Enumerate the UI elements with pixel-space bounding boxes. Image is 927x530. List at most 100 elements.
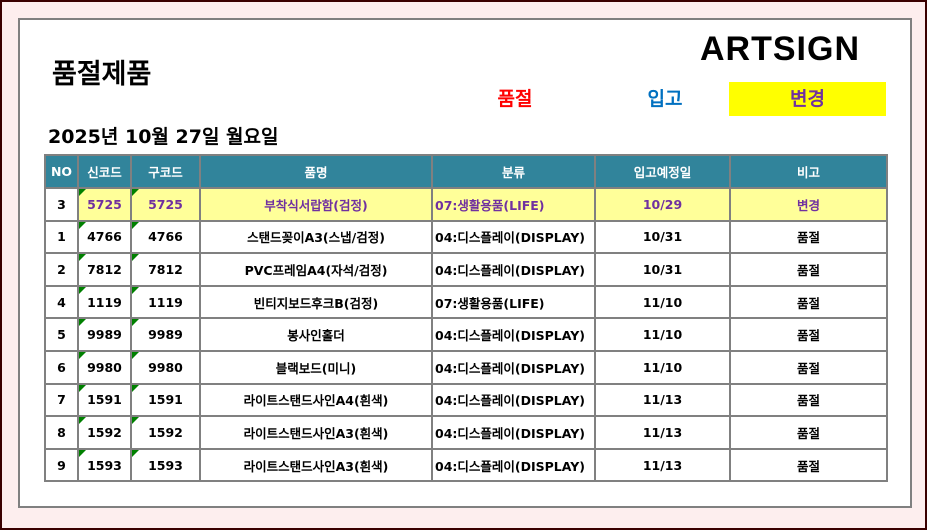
- cell-arrival-date-text: 11/10: [642, 294, 683, 310]
- cell-category[interactable]: 04:디스플레이(DISPLAY): [431, 349, 596, 385]
- cell-note[interactable]: 품절: [729, 219, 888, 255]
- cell-name-text: 봉사인홀더: [287, 328, 345, 344]
- col-note[interactable]: 비고: [729, 154, 888, 189]
- cell-note[interactable]: 변경: [729, 187, 888, 222]
- cell-no[interactable]: 2: [44, 252, 79, 287]
- cell-new-code-text: 7812: [87, 261, 122, 277]
- cell-category[interactable]: 04:디스플레이(DISPLAY): [431, 219, 596, 255]
- cell-arrival-date[interactable]: 11/10: [594, 284, 731, 320]
- cell-arrival-date[interactable]: 11/10: [594, 349, 731, 385]
- cell-old-code[interactable]: 1591: [130, 382, 201, 418]
- cell-no[interactable]: 3: [44, 187, 79, 222]
- legend-incoming: 입고: [647, 88, 683, 110]
- comment-indicator-icon: [79, 221, 86, 229]
- col-no[interactable]: NO: [44, 154, 79, 189]
- cell-name[interactable]: 라이트스탠드사인A4(흰색): [199, 382, 433, 418]
- table-row: 4 1119 1119 빈티지보드후크B(검정) 07:생활용품(LIFE) 11/10 품…: [44, 284, 888, 320]
- cell-note-text: 품절: [796, 360, 820, 376]
- cell-new-code[interactable]: 4766: [77, 219, 132, 255]
- cell-new-code[interactable]: 7812: [77, 252, 132, 287]
- cell-category[interactable]: 04:디스플레이(DISPLAY): [431, 252, 596, 287]
- cell-old-code-text: 1592: [148, 424, 183, 440]
- cell-old-code[interactable]: 1592: [130, 415, 201, 450]
- cell-new-code[interactable]: 5725: [77, 187, 132, 222]
- cell-note[interactable]: 품절: [729, 382, 888, 418]
- cell-no-text: 7: [57, 392, 66, 408]
- cell-category-text: 07:생활용품(LIFE): [435, 295, 545, 311]
- cell-name[interactable]: 라이트스탠드사인A3(흰색): [199, 447, 433, 483]
- cell-new-code[interactable]: 1592: [77, 415, 132, 450]
- cell-name[interactable]: 라이트스탠드사인A3(흰색): [199, 415, 433, 450]
- cell-category[interactable]: 04:디스플레이(DISPLAY): [431, 415, 596, 450]
- cell-note[interactable]: 품절: [729, 284, 888, 320]
- sheet-frame: 품절제품 ARTSIGN 품절 입고 변경 2025년 10월 27일 월요일 …: [18, 18, 912, 508]
- cell-new-code[interactable]: 1593: [77, 447, 132, 483]
- cell-category[interactable]: 04:디스플레이(DISPLAY): [431, 382, 596, 418]
- cell-no-text: 3: [57, 196, 66, 212]
- cell-old-code[interactable]: 5725: [130, 187, 201, 222]
- cell-old-code-text: 5725: [148, 196, 183, 212]
- cell-no[interactable]: 6: [44, 349, 79, 385]
- cell-no[interactable]: 1: [44, 219, 79, 255]
- cell-old-code[interactable]: 7812: [130, 252, 201, 287]
- cell-old-code-text: 1591: [148, 392, 183, 408]
- comment-indicator-icon: [79, 319, 86, 327]
- cell-name[interactable]: 블랙보드(미니): [199, 349, 433, 385]
- cell-note[interactable]: 품절: [729, 252, 888, 287]
- cell-name-text: 라이트스탠드사인A3(흰색): [243, 458, 389, 474]
- cell-category[interactable]: 07:생활용품(LIFE): [431, 284, 596, 320]
- cell-name[interactable]: 빈티지보드후크B(검정): [199, 284, 433, 320]
- cell-old-code[interactable]: 9989: [130, 317, 201, 352]
- cell-new-code[interactable]: 1591: [77, 382, 132, 418]
- cell-category[interactable]: 04:디스플레이(DISPLAY): [431, 447, 596, 483]
- cell-old-code-text: 1119: [148, 294, 183, 310]
- cell-no-text: 8: [57, 424, 66, 440]
- col-category[interactable]: 분류: [431, 154, 596, 189]
- cell-name[interactable]: PVC프레임A4(자석/검정): [199, 252, 433, 287]
- cell-no-text: 6: [57, 359, 66, 375]
- cell-category[interactable]: 04:디스플레이(DISPLAY): [431, 317, 596, 352]
- cell-no[interactable]: 7: [44, 382, 79, 418]
- cell-note[interactable]: 품절: [729, 349, 888, 385]
- cell-no[interactable]: 9: [44, 447, 79, 483]
- cell-note[interactable]: 품절: [729, 415, 888, 450]
- cell-note-text: 품절: [796, 458, 820, 474]
- cell-no[interactable]: 5: [44, 317, 79, 352]
- cell-new-code[interactable]: 9989: [77, 317, 132, 352]
- artsign-logo: ARTSIGN: [700, 30, 860, 68]
- col-name[interactable]: 품명: [199, 154, 433, 189]
- cell-note[interactable]: 품절: [729, 317, 888, 352]
- cell-new-code-text: 9989: [87, 327, 122, 343]
- cell-new-code[interactable]: 9980: [77, 349, 132, 385]
- cell-no[interactable]: 8: [44, 415, 79, 450]
- cell-name[interactable]: 스탠드꽂이A3(스냅/검정): [199, 219, 433, 255]
- comment-indicator-icon: [79, 417, 86, 425]
- comment-indicator-icon: [132, 384, 139, 392]
- col-new-code[interactable]: 신코드: [77, 154, 132, 189]
- comment-indicator-icon: [79, 449, 86, 457]
- col-old-code[interactable]: 구코드: [130, 154, 201, 189]
- cell-old-code[interactable]: 1593: [130, 447, 201, 483]
- col-arrival-date[interactable]: 입고예정일: [594, 154, 731, 189]
- cell-new-code[interactable]: 1119: [77, 284, 132, 320]
- cell-old-code[interactable]: 4766: [130, 219, 201, 255]
- cell-no[interactable]: 4: [44, 284, 79, 320]
- cell-arrival-date[interactable]: 11/10: [594, 317, 731, 352]
- cell-arrival-date[interactable]: 10/31: [594, 252, 731, 287]
- cell-old-code[interactable]: 1119: [130, 284, 201, 320]
- comment-indicator-icon: [79, 189, 86, 196]
- report-date: 2025년 10월 27일 월요일: [48, 126, 279, 148]
- cell-old-code[interactable]: 9980: [130, 349, 201, 385]
- cell-arrival-date[interactable]: 11/13: [594, 382, 731, 418]
- cell-arrival-date[interactable]: 11/13: [594, 447, 731, 483]
- cell-arrival-date[interactable]: 10/29: [594, 187, 731, 222]
- cell-name[interactable]: 봉사인홀더: [199, 317, 433, 352]
- cell-name-text: 빈티지보드후크B(검정): [253, 295, 379, 311]
- cell-note[interactable]: 품절: [729, 447, 888, 483]
- cell-name[interactable]: 부착식서랍함(검정): [199, 187, 433, 222]
- cell-no-text: 2: [57, 261, 66, 277]
- cell-arrival-date[interactable]: 11/13: [594, 415, 731, 450]
- cell-new-code-text: 1119: [87, 294, 122, 310]
- cell-category[interactable]: 07:생활용품(LIFE): [431, 187, 596, 222]
- cell-arrival-date[interactable]: 10/31: [594, 219, 731, 255]
